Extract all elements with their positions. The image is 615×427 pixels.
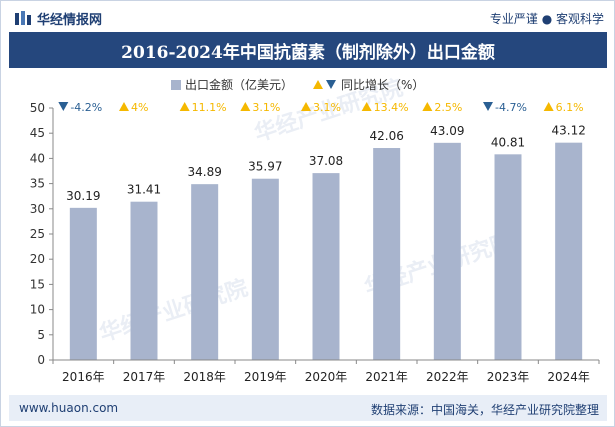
x-tick-label: 2023年	[487, 370, 530, 384]
y-tick-label: 45	[30, 126, 45, 140]
growth-up-triangle-icon	[119, 102, 129, 111]
x-tick-label: 2024年	[547, 370, 590, 384]
legend-up-triangle-icon	[313, 80, 323, 89]
bar-value-label: 31.41	[127, 183, 161, 197]
bar-value-label: 37.08	[309, 154, 343, 168]
footer-source: 数据来源：中国海关，华经产业研究院整理	[370, 403, 599, 417]
bar[interactable]	[69, 207, 97, 360]
y-tick-label: 35	[30, 177, 45, 191]
y-tick-label: 0	[37, 353, 45, 367]
logo-icon	[15, 11, 31, 25]
bar-value-label: 34.89	[187, 165, 221, 179]
bar[interactable]	[191, 184, 219, 360]
chart-title: 2016-2024年中国抗菌素（制剂除外）出口金额	[9, 32, 607, 68]
bar-value-label: 35.97	[248, 160, 282, 174]
bar[interactable]	[555, 142, 583, 360]
footer-url[interactable]: www.huaon.com	[19, 401, 119, 415]
y-tick-label: 40	[30, 151, 45, 165]
legend-line-label: 同比增长（%）	[341, 78, 424, 92]
bar-value-label: 40.81	[491, 135, 525, 149]
growth-label: 3.1%	[252, 101, 280, 114]
growth-label: 2.5%	[434, 101, 462, 114]
growth-up-triangle-icon	[301, 102, 311, 111]
growth-row: -4.2% 4% 11.1% 3.1% 3.1% 13.4% 2.5% -4.7% 6.1%	[58, 101, 584, 114]
x-axis: 2016年 2017年 2018年 2019年 2020年 2021年 2022年 2023年…	[52, 359, 600, 384]
growth-up-triangle-icon	[422, 102, 433, 111]
growth-label: -4.2%	[70, 101, 102, 114]
y-tick-label: 10	[30, 303, 45, 317]
growth-label: -4.7%	[495, 101, 527, 114]
x-tick-label: 2022年	[426, 370, 469, 384]
growth-label: 6.1%	[556, 101, 584, 114]
y-tick-label: 5	[37, 328, 45, 342]
footer: www.huaon.com 数据来源：中国海关，华经产业研究院整理	[9, 395, 607, 421]
y-tick-label: 30	[30, 202, 45, 216]
y-tick-label: 25	[30, 227, 45, 241]
growth-up-triangle-icon	[361, 102, 372, 111]
bar[interactable]	[494, 154, 522, 360]
growth-label: 13.4%	[374, 101, 409, 114]
bar[interactable]	[312, 173, 340, 360]
growth-up-triangle-icon	[543, 102, 554, 111]
growth-up-triangle-icon	[240, 102, 251, 111]
bars: 30.19 31.41 34.89 35.97 37.08 42.06 43.09 40.81…	[66, 124, 586, 360]
brand: 华经情报网	[15, 9, 102, 28]
legend-bar-swatch	[171, 80, 181, 90]
bar[interactable]	[433, 142, 461, 360]
x-tick-label: 2021年	[365, 370, 408, 384]
growth-label: 3.1%	[313, 101, 341, 114]
legend-down-triangle-icon	[326, 80, 336, 89]
y-axis: 0 5 10 15 20 25 30 35 40 45 50	[30, 101, 54, 367]
growth-label: 11.1%	[192, 101, 227, 114]
growth-up-triangle-icon	[179, 102, 190, 111]
bar[interactable]	[373, 148, 401, 360]
chart-svg: 出口金额（亿美元） 同比增长（%） 0 5 10 15 20 25 30 35 40 45 50 30…	[30, 77, 600, 384]
bar-value-label: 42.06	[369, 129, 403, 143]
bar[interactable]	[251, 178, 279, 360]
legend-bar-label: 出口金额（亿美元）	[185, 77, 293, 92]
growth-down-triangle-icon	[58, 102, 69, 111]
brand-name: 华经情报网	[37, 13, 103, 28]
growth-label: 4%	[131, 101, 148, 114]
x-tick-label: 2019年	[244, 370, 287, 384]
x-tick-label: 2020年	[305, 370, 348, 384]
top-bar: 华经情报网 专业严谨 ● 客观科学	[1, 1, 614, 31]
growth-down-triangle-icon	[483, 102, 493, 111]
x-tick-label: 2016年	[62, 370, 105, 384]
bar-value-label: 43.09	[430, 124, 464, 138]
bar-value-label: 43.12	[551, 124, 585, 138]
legend: 出口金额（亿美元） 同比增长（%）	[171, 77, 424, 92]
y-tick-label: 50	[30, 101, 45, 115]
bar-value-label: 30.19	[66, 189, 100, 203]
bar[interactable]	[130, 201, 158, 360]
y-tick-label: 20	[30, 252, 45, 266]
tagline: 专业严谨 ● 客观科学	[489, 12, 604, 26]
x-tick-label: 2017年	[123, 370, 166, 384]
y-tick-label: 15	[30, 277, 45, 291]
x-tick-label: 2018年	[183, 370, 226, 384]
